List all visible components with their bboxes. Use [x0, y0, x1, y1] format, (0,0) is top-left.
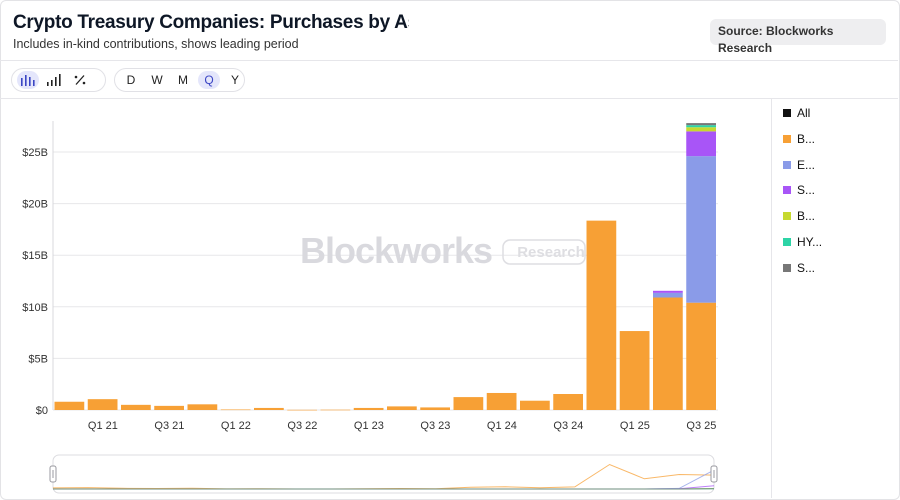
y-tick-label: $15B — [22, 250, 48, 262]
period-m[interactable]: M — [178, 73, 188, 87]
bar-segment[interactable] — [320, 409, 351, 411]
bar-segment[interactable] — [686, 302, 716, 410]
legend-label: HY... — [797, 235, 823, 249]
bar-segment[interactable] — [486, 392, 517, 410]
y-tick-label: $5B — [28, 353, 48, 365]
legend-label: B... — [797, 209, 816, 224]
bar-segment[interactable] — [54, 401, 85, 410]
x-tick-label: Q1 21 — [88, 420, 118, 432]
x-tick-label: Q3 24 — [553, 420, 583, 432]
legend-swatch — [783, 134, 791, 143]
bar-segment[interactable] — [686, 125, 716, 128]
legend-swatch — [783, 109, 791, 117]
navigator-frame — [52, 454, 715, 494]
legend-item[interactable]: B... — [783, 208, 815, 224]
bar-segment[interactable] — [619, 331, 650, 410]
period-y[interactable]: Y — [230, 73, 239, 87]
header-divider — [0, 60, 898, 61]
bar-segment[interactable] — [220, 409, 251, 411]
x-tick-label: Q1 24 — [487, 420, 517, 432]
legend-label: B... — [797, 131, 816, 146]
legend-swatch — [783, 160, 791, 169]
chart-area: Blockworks Research $0 $5B $10B $15B $20B $25… — [22, 121, 718, 494]
legend-item[interactable]: E... — [783, 157, 815, 173]
percent-icon[interactable] — [69, 71, 91, 89]
bar-segment[interactable] — [553, 394, 583, 410]
bar-segment[interactable] — [653, 290, 683, 293]
legend-item[interactable]: S... — [783, 182, 815, 198]
bar-segment[interactable] — [154, 405, 184, 410]
bar-segment[interactable] — [287, 409, 317, 411]
x-tick-label: Q1 25 — [620, 420, 650, 432]
period-q[interactable]: Q — [198, 71, 220, 89]
y-tick-label: $0 — [36, 405, 48, 417]
legend-label: S... — [797, 260, 816, 275]
bar-segment[interactable] — [121, 404, 151, 410]
bar-segment[interactable] — [520, 400, 550, 410]
x-tick-label: Q3 23 — [420, 420, 450, 432]
legend-label: All — [797, 106, 811, 120]
axes: $0 $5B $10B $15B $20B $25B Q1 21 Q3 21 Q1 22 Q3 2… — [22, 121, 716, 432]
chart-subtitle: Includes in-kind contributions, shows le… — [13, 37, 299, 51]
watermark-tag-box — [502, 239, 586, 265]
legend-item[interactable]: S... — [783, 260, 815, 276]
grid-lines — [53, 151, 718, 411]
x-tick-label: Q1 23 — [354, 420, 384, 432]
bar-chart-icon[interactable] — [17, 71, 39, 89]
range-navigator[interactable] — [49, 454, 718, 494]
bar-segment[interactable] — [653, 297, 683, 410]
bar-segment[interactable] — [187, 404, 218, 410]
legend: All B... E... S... B... HY... S... — [771, 99, 899, 498]
legend-label: S... — [797, 183, 816, 198]
chart-title: Crypto Treasury Companies: Purchases by … — [13, 12, 409, 33]
bars — [54, 123, 716, 411]
bar-segment[interactable] — [453, 397, 484, 410]
legend-swatch — [783, 186, 791, 195]
source-badge: Source: Blockworks Research — [710, 19, 886, 55]
signal-bars-icon[interactable] — [43, 71, 65, 89]
bar-segment[interactable] — [87, 399, 118, 410]
bar-segment[interactable] — [686, 127, 716, 132]
y-tick-label: $20B — [22, 199, 48, 211]
bar-segment[interactable] — [353, 407, 384, 410]
legend-swatch — [783, 263, 791, 272]
bar-segment[interactable] — [586, 220, 617, 410]
x-tick-label: Q3 21 — [154, 420, 184, 432]
watermark-brand: Blockworks — [300, 230, 492, 271]
legend-item[interactable]: All — [783, 105, 810, 121]
y-tick-label: $10B — [22, 302, 48, 314]
legend-item[interactable]: B... — [783, 131, 815, 147]
x-tick-label: Q3 22 — [287, 420, 317, 432]
bar-segment[interactable] — [686, 156, 716, 303]
watermark-tag: Research — [517, 244, 585, 261]
x-tick-label: Q1 22 — [221, 420, 251, 432]
bar-segment[interactable] — [653, 292, 683, 298]
chart-mode-toggle — [11, 68, 106, 92]
period-w[interactable]: W — [151, 73, 163, 87]
bar-segment[interactable] — [387, 406, 417, 410]
legend-swatch — [783, 212, 791, 221]
x-tick-label: Q3 25 — [686, 420, 716, 432]
period-d[interactable]: D — [126, 73, 136, 87]
bar-segment[interactable] — [254, 407, 284, 410]
period-selector: D W M Q Y — [114, 68, 245, 92]
legend-swatch — [783, 238, 791, 246]
bar-segment[interactable] — [686, 131, 716, 157]
legend-label: E... — [797, 157, 816, 172]
toolbar-divider — [0, 98, 898, 99]
watermark: Blockworks Research — [300, 230, 586, 271]
legend-item[interactable]: HY... — [783, 234, 822, 250]
bar-segment[interactable] — [420, 407, 450, 410]
y-tick-label: $25B — [22, 147, 48, 159]
bar-segment[interactable] — [686, 123, 716, 126]
